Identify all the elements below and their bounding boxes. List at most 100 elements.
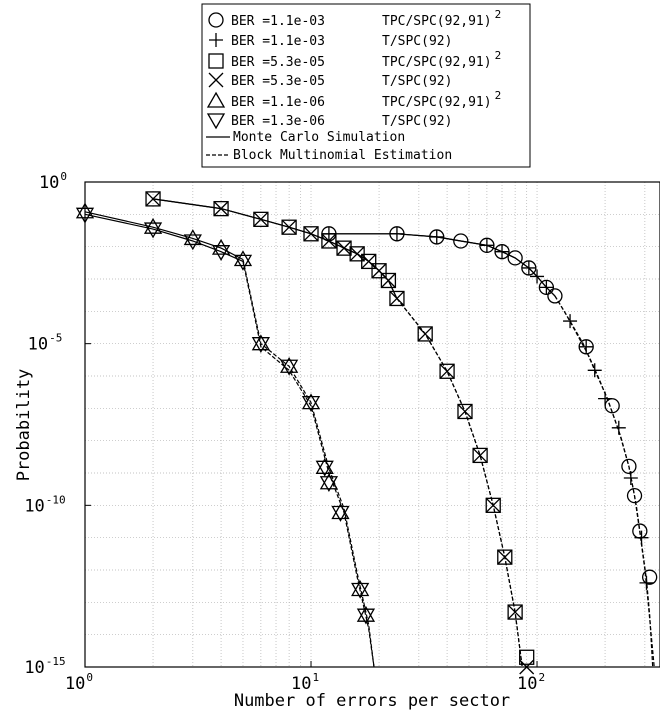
x-tick-exponent: 1	[312, 671, 319, 684]
square-marker	[281, 219, 297, 235]
x-marker	[507, 604, 523, 620]
x-tick-label: 102	[517, 671, 545, 694]
plus-marker	[623, 471, 638, 486]
triangle-up-marker	[143, 217, 163, 234]
x-marker	[417, 326, 433, 342]
plus-marker	[209, 33, 223, 47]
square-marker	[417, 326, 433, 342]
legend-code-label: T/SPC(92)	[382, 114, 452, 129]
plus-marker	[479, 238, 494, 253]
legend-ber-label: BER =5.3e-05	[231, 55, 325, 70]
legend: BER =1.1e-03 TPC/SPC(92,91) 2 BER =1.1e-03 T…	[201, 3, 531, 168]
y-tick-label: 10-5	[28, 332, 63, 355]
series-markers	[75, 191, 658, 675]
legend-code-label: TPC/SPC(92,91) 2	[382, 89, 501, 110]
triangle-up-marker	[356, 605, 376, 622]
legend-box	[201, 3, 531, 168]
legend-ber-label: BER =1.1e-06	[231, 95, 325, 110]
x-marker	[213, 201, 229, 217]
x-marker	[457, 404, 473, 419]
triangle-down-marker	[251, 337, 270, 353]
plus-marker	[530, 269, 545, 284]
triangle-up-marker	[331, 503, 350, 520]
plot-frame	[84, 181, 660, 668]
square-marker	[208, 53, 224, 69]
x-marker	[253, 211, 269, 227]
circle-marker	[208, 12, 224, 28]
plus-marker	[639, 575, 654, 590]
circle-marker	[604, 398, 620, 414]
triangle-down-marker	[206, 113, 226, 130]
plus-marker	[495, 244, 510, 259]
plus-marker	[634, 530, 649, 545]
square-marker	[213, 200, 229, 217]
series-2-solid-line	[152, 198, 398, 299]
x-marker	[208, 72, 224, 88]
legend-code-label: TPC/SPC(92,91) 2	[382, 49, 501, 70]
legend-code-exponent: 2	[495, 89, 502, 102]
triangle-up-marker	[301, 393, 321, 410]
y-tick-exponent: -15	[46, 655, 66, 668]
square-marker	[439, 363, 455, 379]
circle-marker	[453, 233, 469, 249]
series-4-dashed-line	[242, 259, 375, 668]
triangle-up-marker	[233, 250, 253, 267]
triangle-down-marker	[356, 608, 376, 625]
plus-marker	[539, 280, 554, 295]
x-axis-ticks: 100 101 102	[65, 661, 545, 694]
circle-marker	[642, 569, 658, 585]
legend-ber-label: BER =1.1e-03	[231, 34, 325, 49]
legend-ber-label: BER =5.3e-05	[231, 74, 325, 89]
square-marker	[519, 649, 535, 665]
triangle-up-marker	[206, 91, 226, 108]
square-marker	[361, 253, 377, 270]
x-tick-label: 100	[65, 671, 93, 694]
legend-line-label: Monte Carlo Simulation	[233, 130, 405, 145]
y-tick-exponent: -10	[46, 493, 66, 506]
x-tick-exponent: 0	[86, 671, 93, 684]
square-marker	[380, 272, 397, 289]
x-tick-exponent: 2	[538, 671, 545, 684]
plus-marker	[587, 363, 602, 378]
x-axis-label: Number of errors per sector	[234, 691, 510, 711]
x-marker	[281, 219, 297, 235]
triangle-up-marker	[319, 473, 339, 490]
circle-marker	[621, 458, 637, 475]
x-marker	[336, 240, 352, 256]
triangle-down-marker	[301, 395, 321, 412]
x-marker	[497, 549, 513, 565]
triangle-down-marker	[183, 234, 202, 251]
square-marker	[485, 497, 501, 513]
x-marker	[439, 363, 455, 379]
x-marker	[303, 226, 319, 242]
y-axis-ticks: 100 10-5 10-10 10-15	[24, 170, 91, 678]
plus-marker	[389, 226, 404, 241]
y-tick-label: 10-10	[24, 493, 65, 516]
series-3-dashed-line	[396, 298, 523, 668]
plus-marker	[611, 420, 626, 435]
x-marker	[145, 191, 161, 207]
series-1-dashed-line	[554, 295, 654, 668]
legend-code-label: T/SPC(92)	[382, 34, 452, 49]
y-tick-exponent: -5	[49, 332, 62, 345]
series-5-solid-line	[84, 213, 244, 262]
legend-code-label: T/SPC(92)	[382, 74, 452, 89]
circle-marker	[547, 288, 563, 304]
plus-marker	[521, 260, 536, 275]
triangle-up-marker	[183, 229, 202, 246]
x-marker	[472, 447, 488, 463]
x-marker	[349, 246, 365, 262]
legend-ber-label: BER =1.3e-06	[231, 114, 325, 129]
triangle-down-marker	[331, 505, 350, 522]
legend-line-label: Block Multinomial Estimation	[233, 148, 452, 163]
plus-marker	[563, 314, 578, 329]
triangle-down-marker	[233, 254, 253, 271]
legend-code-exponent: 2	[495, 8, 502, 21]
triangle-down-marker	[211, 245, 231, 261]
triangle-down-marker	[143, 222, 163, 239]
square-marker	[457, 403, 473, 420]
series-3-solid-line	[152, 198, 398, 299]
x-marker	[380, 273, 396, 288]
triangle-up-marker	[251, 334, 270, 351]
